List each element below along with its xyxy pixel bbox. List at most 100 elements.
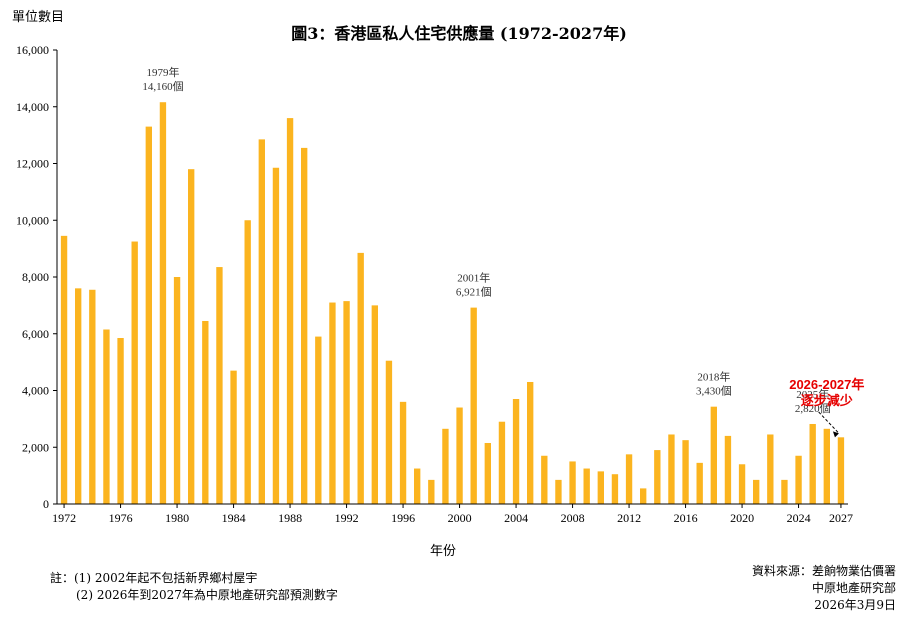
bar-2005 [527,381,534,504]
bar-2018 [710,406,717,504]
bar-1998 [428,479,435,504]
x-tick-label: 2000 [448,511,472,525]
bar-2017 [696,462,703,504]
bar-1991 [329,302,336,504]
bar-1999 [442,428,449,504]
x-tick-label: 1992 [335,511,359,525]
annotation-2001-year: 2001年 [457,271,490,285]
annotation-1979-value: 14,160個 [142,80,183,93]
bar-1989 [301,147,308,505]
bar-2011 [611,474,619,504]
annotation-2018-year: 2018年 [697,370,730,384]
bar-2021 [753,479,760,504]
bar-1994 [371,305,378,504]
x-axis-label: 年份 [430,544,457,559]
bar-2025 [809,423,816,504]
bar-1996 [399,401,407,504]
bar-1988 [286,118,294,504]
annotation-1979-year: 1979年 [146,65,179,79]
bar-1979 [159,102,167,505]
bar-1983 [216,267,223,504]
axes-group: 0 2,000 4,000 6,000 8,000 10,000 12,000 14,000 1… [16,43,853,525]
bar-2004 [512,399,520,504]
y-tick-label: 0 [43,497,49,511]
bar-2022 [767,434,774,504]
bar-1982 [202,320,209,504]
x-tick-label: 1984 [222,511,246,525]
bar-2020 [738,464,746,504]
forecast-label-text: 逐步減少 [801,393,853,408]
forecast-arrow-head [832,431,839,438]
annotation-2025-year: 2025年 [796,387,829,401]
bar-2023 [781,479,788,504]
x-tick-label: 1980 [165,511,189,525]
x-tick-label: 1976 [109,511,133,525]
y-axis-unit-label: 單位數目 [12,10,65,25]
footnote-1: 註：(1) 2002年起不包括新界鄉村屋宇 [50,571,258,585]
bar-2016 [682,440,689,504]
x-tick-label: 2016 [674,511,698,525]
source-line-3: 2026年3月9日 [814,598,896,612]
bars-group [60,102,845,505]
footnote-2: (2) 2026年到2027年為中原地產研究部預測數字 [76,588,338,602]
source-block: 資料來源：差餉物業估價署 中原地產研究部 2026年3月9日 [752,563,896,614]
x-tick-label: 2004 [504,511,528,525]
footnotes: 註：(1) 2002年起不包括新界鄉村屋宇 (2) 2026年到2027年為中原… [50,570,338,604]
y-tick-label: 14,000 [16,100,49,114]
bar-1987 [272,167,280,504]
x-tick-label: 2008 [561,511,585,525]
x-tick-label: 2027 [829,511,853,525]
x-tick-label: 1988 [278,511,302,525]
bar-1985 [244,220,251,504]
bar-1995 [385,360,393,504]
bar-2012 [625,454,633,504]
x-tick-label: 2024 [787,511,811,525]
bar-1992 [343,301,350,504]
bar-2001 [470,307,477,504]
annotation-2001-value: 6,921個 [456,286,492,299]
source-line-1: 資料來源：差餉物業估價署 [751,564,896,578]
annotation-2025-value: 2,820個 [795,402,831,415]
bar-1981 [188,169,195,505]
x-tick-label: 2012 [617,511,641,525]
bar-2009 [583,468,590,504]
forecast-label-years: 2026-2027年 [789,377,864,392]
bar-2003 [498,421,506,504]
bar-2026 [823,428,830,504]
chart-title: 圖3：香港區私人住宅供應量 (1972-2027年) [291,24,627,43]
bar-1974 [89,289,96,504]
y-tick-label: 16,000 [16,43,49,57]
y-tick-label: 6,000 [22,327,49,341]
bar-1984 [230,370,237,504]
bar-2002 [484,442,491,504]
bar-2007 [555,479,562,504]
y-tick-label: 4,000 [22,384,49,398]
bar-1990 [315,336,322,504]
x-tick-label: 2020 [730,511,754,525]
y-tick-label: 2,000 [22,440,49,454]
bar-2006 [541,455,548,504]
x-tick-label: 1972 [52,511,76,525]
source-line-2: 中原地產研究部 [811,581,896,595]
bar-1978 [145,126,152,505]
bar-1975 [103,329,110,504]
x-tick-label: 1996 [391,511,415,525]
bar-2008 [569,461,576,504]
bar-2027 [837,437,845,504]
bar-1977 [131,241,138,504]
bar-1980 [173,277,181,504]
bar-2015 [668,434,675,504]
bar-1997 [414,468,421,504]
bar-1973 [75,288,82,504]
bar-2024 [795,455,802,504]
y-tick-label: 12,000 [16,157,49,171]
bar-2010 [597,471,604,504]
annotation-2018-value: 3,430個 [696,385,732,398]
y-tick-label: 8,000 [22,270,49,284]
bar-1976 [117,338,124,504]
bar-2014 [654,450,661,504]
bar-2019 [724,435,732,504]
bar-2013 [640,488,647,504]
